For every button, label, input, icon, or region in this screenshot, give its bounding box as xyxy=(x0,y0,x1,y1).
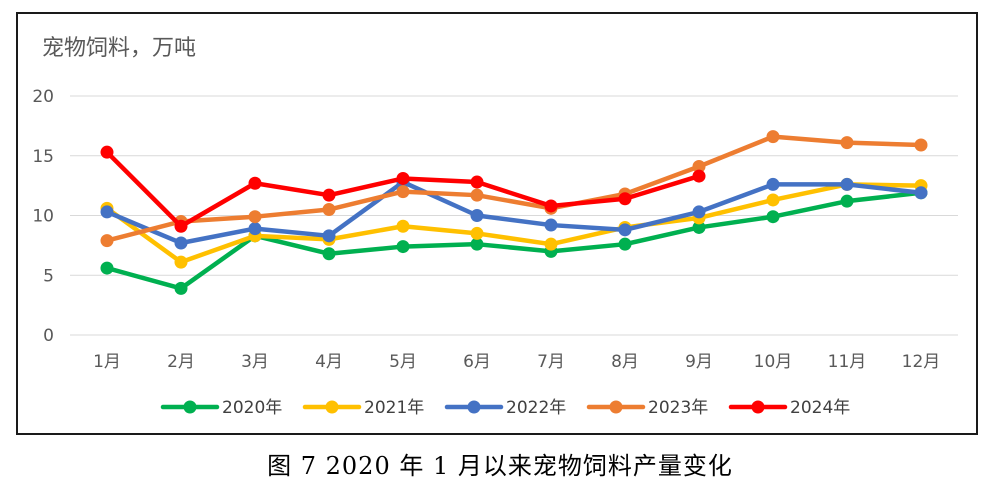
series-5 xyxy=(100,145,706,233)
data-point xyxy=(618,192,632,206)
x-tick-label: 2月 xyxy=(167,352,195,372)
legend-swatch-marker xyxy=(467,400,481,414)
x-axis-ticks: 1月 2月 3月 4月 5月 6月 7月 8月 9月 10月 11月 12月 xyxy=(93,352,940,372)
data-point xyxy=(840,194,854,208)
legend-label: 2023年 xyxy=(648,398,708,418)
data-point xyxy=(692,205,706,219)
data-point xyxy=(618,223,632,237)
chart-unit-label: 宠物饲料，万吨 xyxy=(42,36,196,61)
y-tick-label: 5 xyxy=(43,266,54,286)
legend-item: 2020年 xyxy=(160,398,282,418)
legend-swatch-marker xyxy=(325,400,339,414)
data-point xyxy=(692,160,706,174)
data-point xyxy=(692,220,706,234)
data-point xyxy=(100,205,114,219)
series-line xyxy=(104,182,924,265)
data-point xyxy=(470,175,484,189)
data-point xyxy=(470,188,484,202)
line-chart: 宠物饲料，万吨 0 5 10 15 20 1月 2月 3月 4月 5月 6月 7月 8月 9月 10月 11… xyxy=(32,36,958,418)
x-tick-label: 11月 xyxy=(828,352,867,372)
series-line xyxy=(104,190,924,291)
legend-swatch-marker xyxy=(609,400,623,414)
y-tick-label: 0 xyxy=(43,326,54,346)
data-point xyxy=(248,210,262,224)
x-tick-label: 5月 xyxy=(389,352,417,372)
data-point xyxy=(840,177,854,191)
series-4 xyxy=(100,130,928,248)
x-tick-label: 4月 xyxy=(315,352,343,372)
legend-swatch-marker xyxy=(183,400,197,414)
x-tick-label: 3月 xyxy=(241,352,269,372)
x-tick-label: 7月 xyxy=(537,352,565,372)
x-tick-label: 6月 xyxy=(463,352,491,372)
figure-caption: 图 7 2020 年 1 月以来宠物饲料产量变化 xyxy=(267,452,733,480)
data-point xyxy=(914,186,928,200)
data-point xyxy=(174,236,188,250)
data-point xyxy=(692,169,706,183)
data-point xyxy=(544,237,558,251)
data-point xyxy=(248,176,262,190)
x-tick-label: 9月 xyxy=(685,352,713,372)
data-point xyxy=(544,199,558,213)
legend-item: 2023年 xyxy=(586,398,708,418)
data-point xyxy=(544,218,558,232)
legend-item: 2021年 xyxy=(302,398,424,418)
data-point xyxy=(396,171,410,185)
gridlines xyxy=(70,95,958,336)
y-tick-label: 15 xyxy=(32,147,54,167)
series-group xyxy=(100,130,928,295)
data-point xyxy=(766,130,780,144)
y-tick-label: 20 xyxy=(32,87,54,107)
legend-swatch-marker xyxy=(751,400,765,414)
y-tick-label: 10 xyxy=(32,207,54,227)
data-point xyxy=(396,185,410,199)
data-point xyxy=(100,145,114,159)
x-tick-label: 10月 xyxy=(754,352,793,372)
x-tick-label: 12月 xyxy=(902,352,941,372)
data-point xyxy=(396,240,410,254)
legend-item: 2022年 xyxy=(444,398,566,418)
series-3 xyxy=(100,175,928,250)
data-point xyxy=(766,193,780,207)
x-tick-label: 1月 xyxy=(93,352,121,372)
data-point xyxy=(322,247,336,261)
legend-label: 2024年 xyxy=(790,398,850,418)
series-line xyxy=(104,179,924,246)
data-point xyxy=(470,209,484,222)
data-point xyxy=(322,203,336,217)
data-point xyxy=(322,188,336,202)
series-line xyxy=(104,134,924,243)
data-point xyxy=(174,255,188,269)
data-point xyxy=(618,237,632,251)
data-point xyxy=(470,226,484,240)
legend-item: 2024年 xyxy=(728,398,850,418)
data-point xyxy=(470,237,484,251)
data-point xyxy=(840,136,854,150)
legend-label: 2022年 xyxy=(506,398,566,418)
x-tick-label: 8月 xyxy=(611,352,639,372)
data-point xyxy=(248,222,262,236)
data-point xyxy=(100,234,114,248)
data-point xyxy=(766,177,780,191)
legend-label: 2020年 xyxy=(222,398,282,418)
legend-label: 2021年 xyxy=(364,398,424,418)
data-point xyxy=(174,219,188,233)
data-point xyxy=(174,281,188,295)
chart-frame: 宠物饲料，万吨 0 5 10 15 20 1月 2月 3月 4月 5月 6月 7月 8月 9月 10月 11… xyxy=(16,12,978,435)
data-point xyxy=(396,219,410,233)
legend: 2020年 2021年 2022年 2023年 2024年 xyxy=(160,398,850,418)
data-point xyxy=(914,138,928,152)
data-point xyxy=(100,261,114,275)
data-point xyxy=(766,210,780,224)
data-point xyxy=(322,229,336,243)
y-axis-ticks: 0 5 10 15 20 xyxy=(32,87,54,346)
